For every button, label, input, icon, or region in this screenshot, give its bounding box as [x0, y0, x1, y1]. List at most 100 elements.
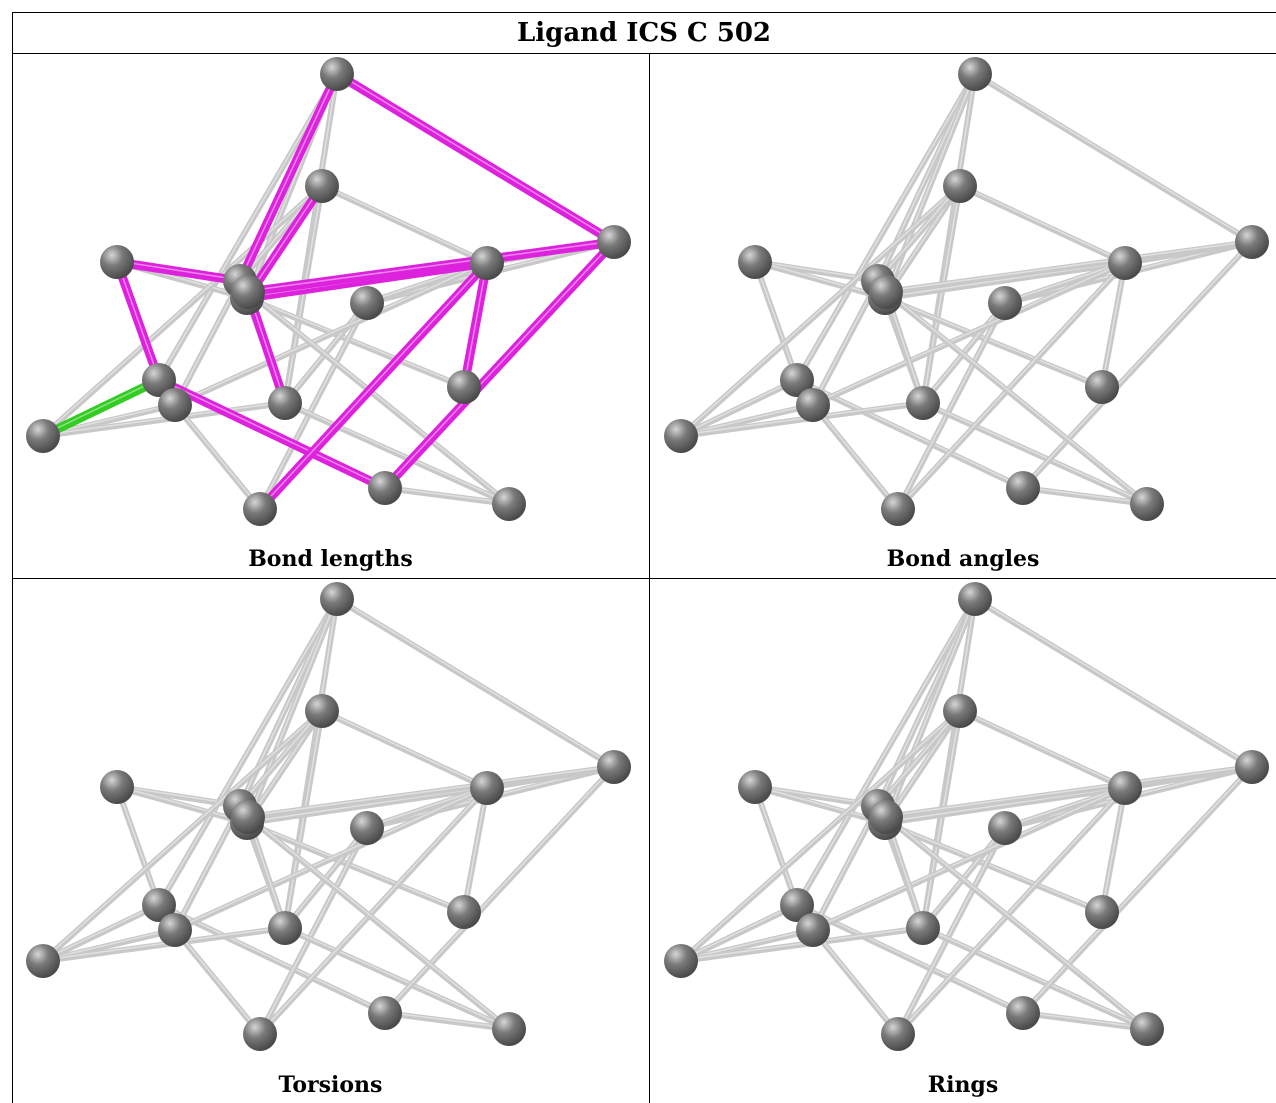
row-divider-left [12, 578, 634, 579]
bond-highlight [680, 709, 961, 961]
atom-a3 [320, 57, 354, 91]
bond-a6-a11 [244, 295, 467, 390]
bond-a0-a5 [40, 902, 162, 964]
bond-highlight [754, 785, 886, 823]
bond-highlight [247, 765, 615, 817]
bond-highlight [877, 709, 961, 806]
bond-a12-a16 [245, 764, 617, 820]
bond-a7-a13 [257, 300, 370, 512]
bond-a0-a3 [794, 596, 978, 908]
atom-a9 [906, 386, 940, 420]
bond-highlight [158, 378, 386, 488]
bond-highlight [1022, 240, 1253, 488]
bond-highlight [116, 260, 241, 281]
panel-bond-lengths: Bond lengths [12, 54, 649, 578]
bond-highlight [812, 261, 1126, 405]
bond-a2-a4 [875, 183, 963, 284]
bond-highlight [1004, 786, 1126, 828]
bond-a2-a8 [810, 803, 881, 933]
panel-bond-angles: Bond angles [650, 54, 1276, 578]
atom-a1 [100, 245, 134, 279]
bond-highlight [974, 72, 1253, 242]
atom-a15 [1130, 1012, 1164, 1046]
bond-a5-a9 [678, 925, 926, 964]
bond-highlight [158, 597, 338, 905]
bond-a5-a4 [678, 708, 963, 964]
bond-highlight [885, 765, 1253, 817]
bond-highlight [247, 240, 615, 292]
bond-a4-a10 [319, 708, 490, 791]
bond-a3-a12 [972, 596, 1255, 770]
bond-highlight [754, 260, 798, 380]
bond-a15-a16 [245, 814, 512, 1032]
atom-a5 [26, 944, 60, 978]
bond-highlight [885, 815, 1148, 1029]
atom-a5 [664, 419, 698, 453]
atom-a3 [958, 57, 992, 91]
bond-a12-a14 [1020, 764, 1255, 1016]
atom-a12 [1235, 750, 1269, 784]
bond-highlight [366, 786, 488, 828]
panel-torsions: Torsions [12, 579, 649, 1103]
atom-a16 [231, 275, 265, 309]
bond-highlight [812, 403, 899, 509]
bond-a1-a2 [112, 257, 245, 286]
atom-a7 [988, 811, 1022, 845]
bond-a14-a15 [382, 485, 512, 507]
bond-highlight [174, 786, 488, 930]
atom-a9 [268, 386, 302, 420]
bond-highlight [877, 184, 961, 281]
bond-a5-a4 [678, 183, 963, 439]
bond-a10-a13 [257, 785, 490, 1037]
atom-a8 [158, 388, 192, 422]
molecule-view-torsions [26, 582, 631, 1051]
bond-a14-a15 [1020, 1010, 1150, 1032]
bond-a9-a15 [282, 925, 512, 1032]
atom-a13 [881, 1017, 915, 1051]
atom-a11 [1085, 895, 1119, 929]
bond-highlight [259, 826, 368, 1034]
bond-highlight [1101, 786, 1126, 912]
bond-highlight [174, 403, 261, 509]
bond-a12-a16 [883, 239, 1255, 295]
bond-a6-a10 [882, 260, 1128, 301]
atom-a12 [597, 750, 631, 784]
bond-a8-a10 [810, 260, 1128, 408]
bond-a2-a8 [172, 803, 243, 933]
bond-highlight [174, 261, 488, 405]
bond-a5-a4 [40, 708, 325, 964]
bond-highlight [116, 260, 160, 380]
bond-a4-a10 [957, 708, 1128, 791]
bond-highlight [321, 184, 488, 263]
atom-a13 [881, 492, 915, 526]
bond-a5-a9 [678, 400, 926, 439]
bond-highlight [463, 786, 488, 912]
bond-a6-a10 [244, 785, 490, 826]
bond-highlight [884, 296, 1103, 387]
bond-a9-a15 [282, 400, 512, 507]
bond-highlight [336, 597, 615, 767]
bond-highlight [321, 709, 488, 788]
atom-a3 [958, 582, 992, 616]
bond-highlight [246, 184, 323, 298]
figure-title: Ligand ICS C 502 [12, 12, 1276, 54]
bond-a3-a6 [882, 71, 978, 301]
bond-a12-a16 [883, 764, 1255, 820]
bond-highlight [796, 597, 976, 905]
bond-highlight [680, 401, 924, 436]
bond-a0-a5 [38, 375, 164, 441]
bond-a4-a9 [920, 708, 963, 931]
bond-a8-a13 [810, 927, 901, 1037]
bond-a8-a13 [810, 402, 901, 512]
bond-highlight [922, 184, 961, 403]
bond-highlight [1101, 261, 1126, 387]
bond-highlight [812, 928, 899, 1034]
atom-a13 [243, 1017, 277, 1051]
row-divider-right [634, 578, 1276, 579]
bond-highlight [247, 815, 510, 1029]
atom-a10 [470, 246, 504, 280]
bond-highlight [174, 279, 241, 405]
bond-highlight [42, 926, 286, 961]
bond-highlight [885, 290, 1148, 504]
bond-highlight [897, 301, 1006, 509]
